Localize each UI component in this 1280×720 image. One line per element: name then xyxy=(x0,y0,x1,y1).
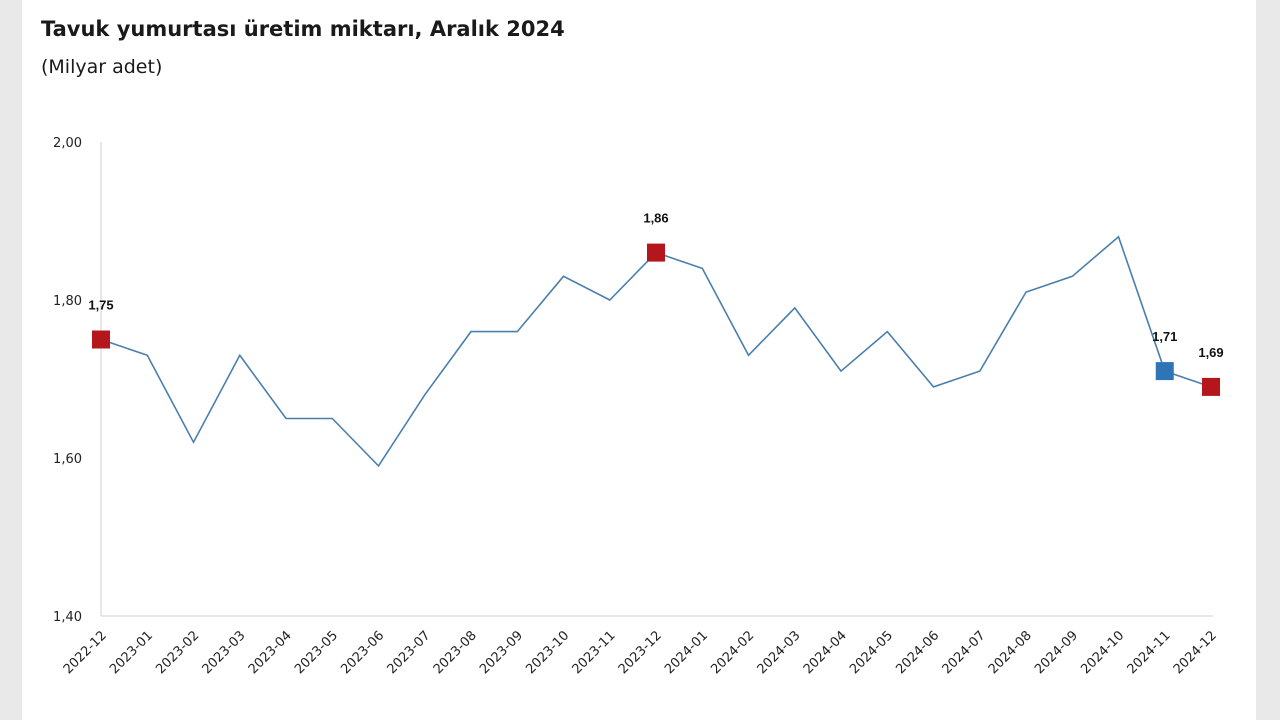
x-tick-label: 2023-02 xyxy=(153,628,202,677)
data-label: 1,75 xyxy=(88,298,113,313)
series-line xyxy=(100,235,1212,468)
y-tick-label: 1,60 xyxy=(53,452,82,467)
y-axis-ticks: 1,40 1,60 1,80 2,00 xyxy=(53,136,82,625)
x-tick-label: 2024-11 xyxy=(1125,628,1174,677)
chart-axes xyxy=(100,142,1213,617)
highlight-markers xyxy=(92,243,1220,396)
x-tick-label: 2024-06 xyxy=(893,628,942,677)
series-lines xyxy=(100,235,1212,468)
x-tick-label: 2024-01 xyxy=(662,628,711,677)
x-tick-label: 2024-05 xyxy=(847,628,896,677)
x-axis-ticks: 2022-122023-012023-022023-032023-042023-… xyxy=(61,628,1220,677)
x-tick-label: 2023-08 xyxy=(431,628,480,677)
y-tick-label: 2,00 xyxy=(53,136,82,151)
chart-panel xyxy=(22,0,1256,720)
x-tick-label: 2024-09 xyxy=(1032,628,1081,677)
x-tick-label: 2023-01 xyxy=(107,628,156,677)
x-tick-label: 2023-10 xyxy=(523,628,572,677)
x-tick-label: 2023-05 xyxy=(292,628,341,677)
data-label: 1,86 xyxy=(643,211,668,226)
x-tick-label: 2023-06 xyxy=(338,628,387,677)
x-tick-label: 2023-12 xyxy=(616,628,665,677)
y-tick-label: 1,40 xyxy=(53,610,82,625)
x-tick-label: 2024-04 xyxy=(801,628,850,677)
x-tick-label: 2024-03 xyxy=(755,628,804,677)
chart-subtitle: (Milyar adet) xyxy=(41,56,163,78)
data-point-marker xyxy=(92,330,110,349)
x-tick-label: 2023-11 xyxy=(570,628,619,677)
x-tick-label: 2023-09 xyxy=(477,628,526,677)
x-tick-label: 2024-08 xyxy=(986,628,1035,677)
x-tick-label: 2024-07 xyxy=(940,628,989,677)
data-point-marker xyxy=(1202,377,1220,396)
x-tick-label: 2024-12 xyxy=(1171,628,1220,677)
data-point-marker xyxy=(647,243,665,262)
data-label: 1,71 xyxy=(1152,329,1177,344)
x-tick-label: 2023-03 xyxy=(200,628,249,677)
data-label: 1,69 xyxy=(1198,345,1223,360)
data-labels: 1,75 1,86 1,71 1,69 xyxy=(88,211,1223,360)
x-tick-label: 2022-12 xyxy=(61,628,110,677)
chart-title: Tavuk yumurtası üretim miktarı, Aralık 2… xyxy=(41,17,565,41)
x-tick-label: 2024-02 xyxy=(708,628,757,677)
y-tick-label: 1,80 xyxy=(53,294,82,309)
data-point-marker xyxy=(1155,362,1174,381)
x-tick-label: 2023-07 xyxy=(385,628,434,677)
x-tick-label: 2023-04 xyxy=(246,628,295,677)
x-tick-label: 2024-10 xyxy=(1078,628,1127,677)
